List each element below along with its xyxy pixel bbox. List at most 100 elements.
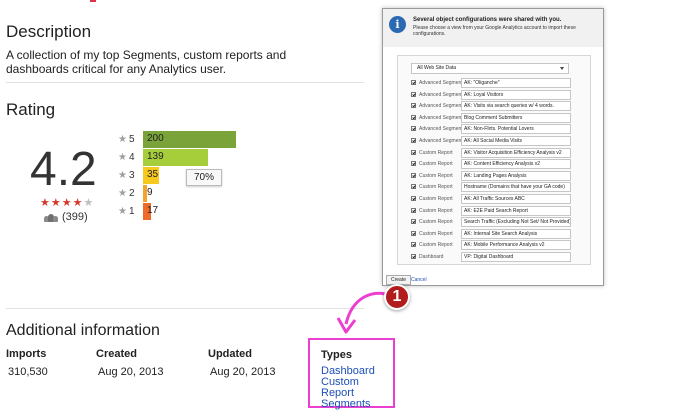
- updated-label: Updated: [208, 348, 252, 360]
- star-icon: ★: [118, 206, 127, 217]
- histogram-bar-track: 9: [143, 185, 236, 202]
- checkbox-checked-icon[interactable]: [411, 254, 416, 259]
- config-kind: Dashboard: [419, 254, 444, 260]
- config-kind: Custom Report: [419, 196, 453, 202]
- checkbox-checked-icon[interactable]: [411, 184, 416, 190]
- checkbox-checked-icon[interactable]: [411, 103, 416, 109]
- histogram-bar: 139: [143, 149, 208, 166]
- star-icon: ★: [83, 197, 95, 209]
- checkbox-checked-icon[interactable]: [411, 207, 416, 213]
- checkbox-checked-icon[interactable]: [411, 138, 416, 143]
- config-row: Custom Report AK: Visitor Acquisition Eff…: [411, 147, 583, 159]
- histogram-bar-track: 35: [143, 167, 236, 184]
- config-name-input[interactable]: AK: Content Efficiency Analysis v2: [461, 159, 571, 170]
- histogram-bar: 17: [143, 203, 158, 220]
- created-label: Created: [96, 348, 137, 360]
- type-link-segments[interactable]: Segments: [321, 398, 371, 410]
- config-row: Custom Report AK: All Traffic Sources ABC: [411, 194, 583, 205]
- config-name-input[interactable]: Search Traffic (Excluding Not Set/ Not P…: [461, 217, 571, 228]
- review-count: (399): [62, 211, 88, 223]
- config-kind: Custom Report: [419, 207, 453, 214]
- imports-column: Imports 310,530: [6, 348, 48, 378]
- config-name-input[interactable]: VP: Digital Dashboard: [461, 252, 571, 262]
- histogram-bar-track: 17: [143, 203, 236, 220]
- checkbox-checked-icon[interactable]: [411, 91, 416, 97]
- checkbox-checked-icon[interactable]: [411, 149, 416, 155]
- star-icon: ★: [118, 134, 127, 145]
- checkbox-checked-icon[interactable]: [411, 196, 416, 201]
- config-kind: Advanced Segment: [419, 138, 463, 144]
- config-name-input[interactable]: AK: All Social Media Visits: [461, 136, 571, 146]
- config-row: Advanced Segment Blog Comment Submitters: [411, 112, 583, 124]
- imports-label: Imports: [6, 348, 47, 360]
- config-row: Advanced Segment AK: Loyal Visitors: [411, 89, 583, 101]
- cancel-link[interactable]: Cancel: [411, 277, 427, 283]
- checkbox-checked-icon[interactable]: [411, 242, 416, 248]
- updated-value: Aug 20, 2013: [210, 366, 276, 378]
- config-name-input[interactable]: AK: Non-Flirts. Potential Lovers: [461, 124, 571, 135]
- people-icon: [44, 213, 58, 222]
- view-select[interactable]: All Web Site Data: [411, 63, 569, 74]
- review-count-row: (399): [44, 211, 88, 223]
- config-name-input[interactable]: Hostname (Domains that have your GA code…: [461, 182, 571, 193]
- created-column: Created Aug 20, 2013: [96, 348, 163, 378]
- config-row: Custom Report AK: E2E Paid Search Report: [411, 205, 583, 217]
- description-heading: Description: [6, 22, 92, 41]
- additional-info-heading: Additional information: [6, 322, 160, 339]
- accent-mark: [90, 0, 96, 2]
- config-kind: Custom Report: [419, 161, 453, 168]
- section-divider: [6, 308, 364, 309]
- star-icon: ★: [61, 197, 73, 209]
- dialog-subtitle: Please choose a view from your Google An…: [413, 25, 576, 37]
- histogram-count: 139: [147, 151, 164, 162]
- types-label: Types: [321, 349, 352, 361]
- histogram-row: ★ 4 139: [118, 149, 236, 166]
- config-name-input[interactable]: AK: E2E Paid Search Report: [461, 205, 571, 216]
- config-kind: Advanced Segment: [419, 126, 463, 133]
- config-row: Dashboard VP: Digital Dashboard: [411, 252, 583, 263]
- config-name-input[interactable]: AK: Mobile Performance Analysis v2: [461, 240, 571, 251]
- config-kind: Custom Report: [419, 184, 453, 191]
- config-row: Custom Report Search Traffic (Excluding N…: [411, 217, 583, 228]
- histogram-bar: 35: [143, 167, 159, 184]
- histogram-star-level: 2: [129, 188, 135, 199]
- checkbox-checked-icon[interactable]: [411, 219, 416, 225]
- config-name-input[interactable]: AK: All Traffic Sources ABC: [461, 194, 571, 204]
- histogram-row: ★ 1 17: [118, 203, 236, 220]
- checkbox-checked-icon[interactable]: [411, 126, 416, 132]
- config-name-input[interactable]: AK: Loyal Visitors: [461, 89, 571, 100]
- checkbox-checked-icon[interactable]: [411, 161, 416, 167]
- config-kind: Advanced Segment: [419, 91, 463, 98]
- type-link-dashboard[interactable]: Dashboard: [321, 365, 375, 377]
- checkbox-checked-icon[interactable]: [411, 172, 416, 178]
- histogram-count: 17: [147, 205, 159, 216]
- histogram-row: ★ 5 200: [118, 131, 236, 148]
- config-name-input[interactable]: AK: "Oliganche": [461, 78, 571, 88]
- checkbox-checked-icon[interactable]: [411, 114, 416, 120]
- star-icon: ★: [118, 170, 127, 181]
- view-select-value: All Web Site Data: [417, 65, 457, 71]
- config-kind: Custom Report: [419, 230, 453, 237]
- histogram-star-level: 3: [129, 170, 135, 181]
- histogram-star-level: 1: [129, 206, 135, 217]
- config-name-input[interactable]: AK: Landing Pages Analysis: [461, 170, 571, 181]
- config-kind: Advanced Segment: [419, 114, 463, 121]
- config-name-input[interactable]: AK: Visitor Acquisition Efficiency Analy…: [461, 147, 571, 158]
- config-name-input[interactable]: Blog Comment Submitters: [461, 112, 571, 123]
- config-row: Advanced Segment AK: Non-Flirts. Potentia…: [411, 124, 583, 135]
- section-divider: [6, 82, 364, 83]
- config-name-input[interactable]: AK: Internal Site Search Analysis: [461, 228, 571, 239]
- star-icon: ★: [40, 197, 51, 209]
- config-row: Custom Report AK: Content Efficiency Anal…: [411, 159, 583, 170]
- average-rating: 4.2: [30, 143, 97, 196]
- checkbox-checked-icon[interactable]: [411, 230, 416, 236]
- histogram-bar-track: 139: [143, 149, 236, 166]
- config-name-input[interactable]: AK: Visits via search queries w/ 4 words…: [461, 101, 571, 112]
- type-link-custom-report[interactable]: Custom Report: [321, 376, 359, 399]
- histogram-tooltip: 70%: [186, 169, 222, 186]
- dialog-body: All Web Site Data Advanced Segment AK: "O…: [397, 55, 591, 265]
- checkbox-checked-icon[interactable]: [411, 80, 416, 85]
- info-icon: i: [389, 16, 406, 33]
- histogram-bar-track: 200: [143, 131, 236, 148]
- config-row: Custom Report AK: Internal Site Search An…: [411, 228, 583, 240]
